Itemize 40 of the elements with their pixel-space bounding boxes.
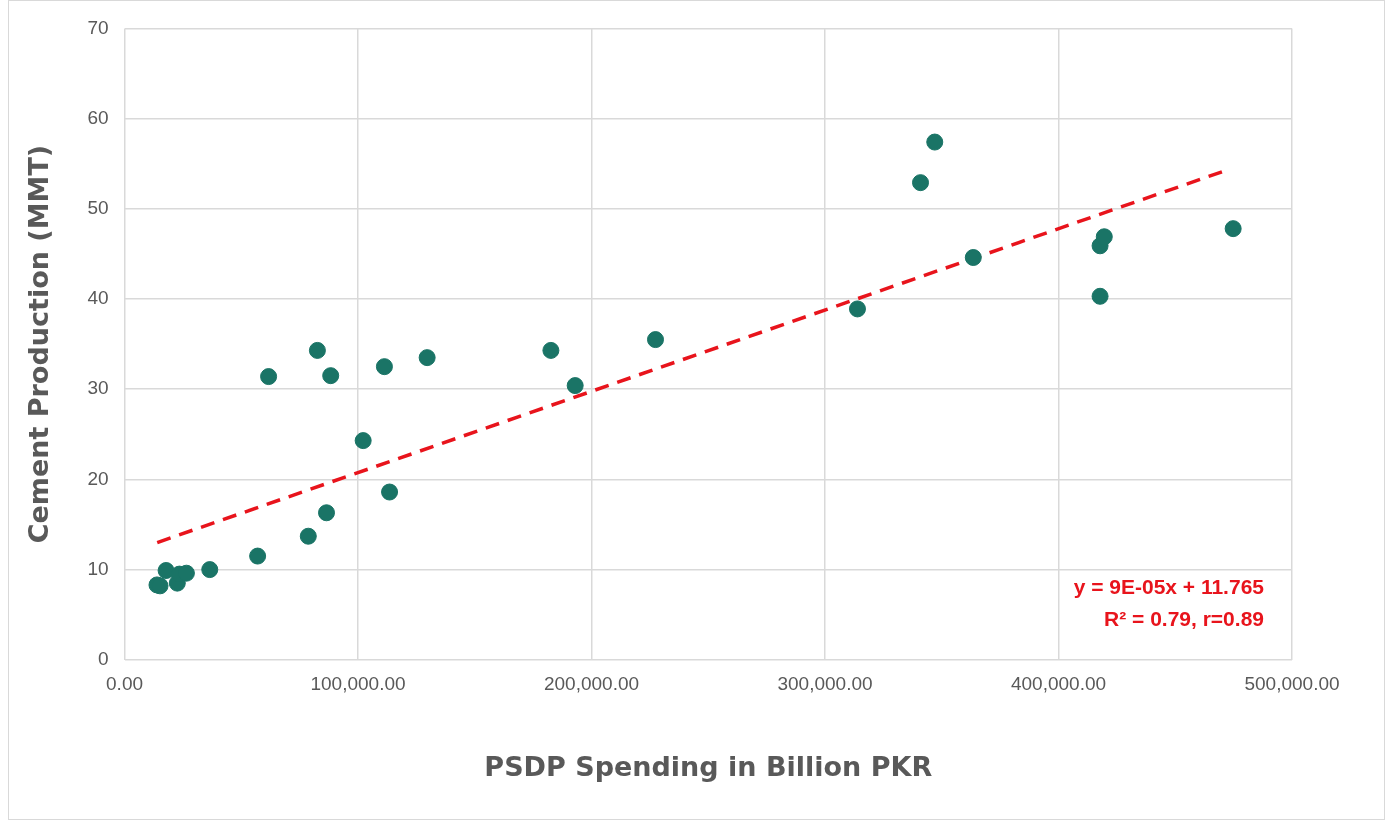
- point: [375, 358, 393, 376]
- y-tick-label: 40: [87, 287, 109, 309]
- point: [542, 341, 560, 359]
- x-tick-label: 100,000.00: [310, 673, 406, 695]
- x-tick-label: 200,000.00: [543, 673, 640, 695]
- point: [249, 547, 267, 565]
- point: [322, 367, 340, 385]
- point: [201, 561, 219, 579]
- point: [381, 483, 399, 501]
- x-tick-label: 300,000.00: [777, 673, 873, 695]
- point: [1224, 220, 1242, 238]
- annotation: y = 9E-05x + 11.765: [1073, 574, 1265, 598]
- point: [647, 331, 664, 349]
- point: [260, 368, 278, 386]
- point: [157, 562, 175, 579]
- point: [1095, 228, 1113, 246]
- point: [912, 174, 930, 192]
- point: [964, 249, 982, 267]
- point: [308, 341, 326, 359]
- point: [354, 432, 372, 450]
- point: [926, 133, 944, 151]
- point: [299, 527, 317, 545]
- y-tick-label: 30: [87, 377, 109, 399]
- point: [318, 504, 336, 522]
- y-tick-label: 60: [87, 106, 109, 128]
- annotation: R² = 0.79, r=0.89: [1104, 606, 1264, 630]
- point: [566, 377, 584, 395]
- x-tick-label: 500,000.00: [1244, 673, 1340, 695]
- y-tick-label: 0: [97, 648, 109, 670]
- x-tick-label: 400,000.00: [1010, 673, 1107, 695]
- y-tick-label: 20: [87, 467, 109, 489]
- point: [418, 349, 436, 367]
- point: [848, 300, 866, 318]
- y-tick-label: 70: [87, 16, 109, 38]
- y-tick-label: 10: [87, 557, 109, 579]
- y-tick-label: 50: [87, 197, 109, 219]
- x-tick-label: 0.00: [106, 673, 144, 695]
- point: [1091, 287, 1109, 305]
- x-axis-title: PSDP Spending in Billion PKR: [484, 750, 933, 782]
- y-axis-title: Cement Production (MMT): [23, 144, 55, 544]
